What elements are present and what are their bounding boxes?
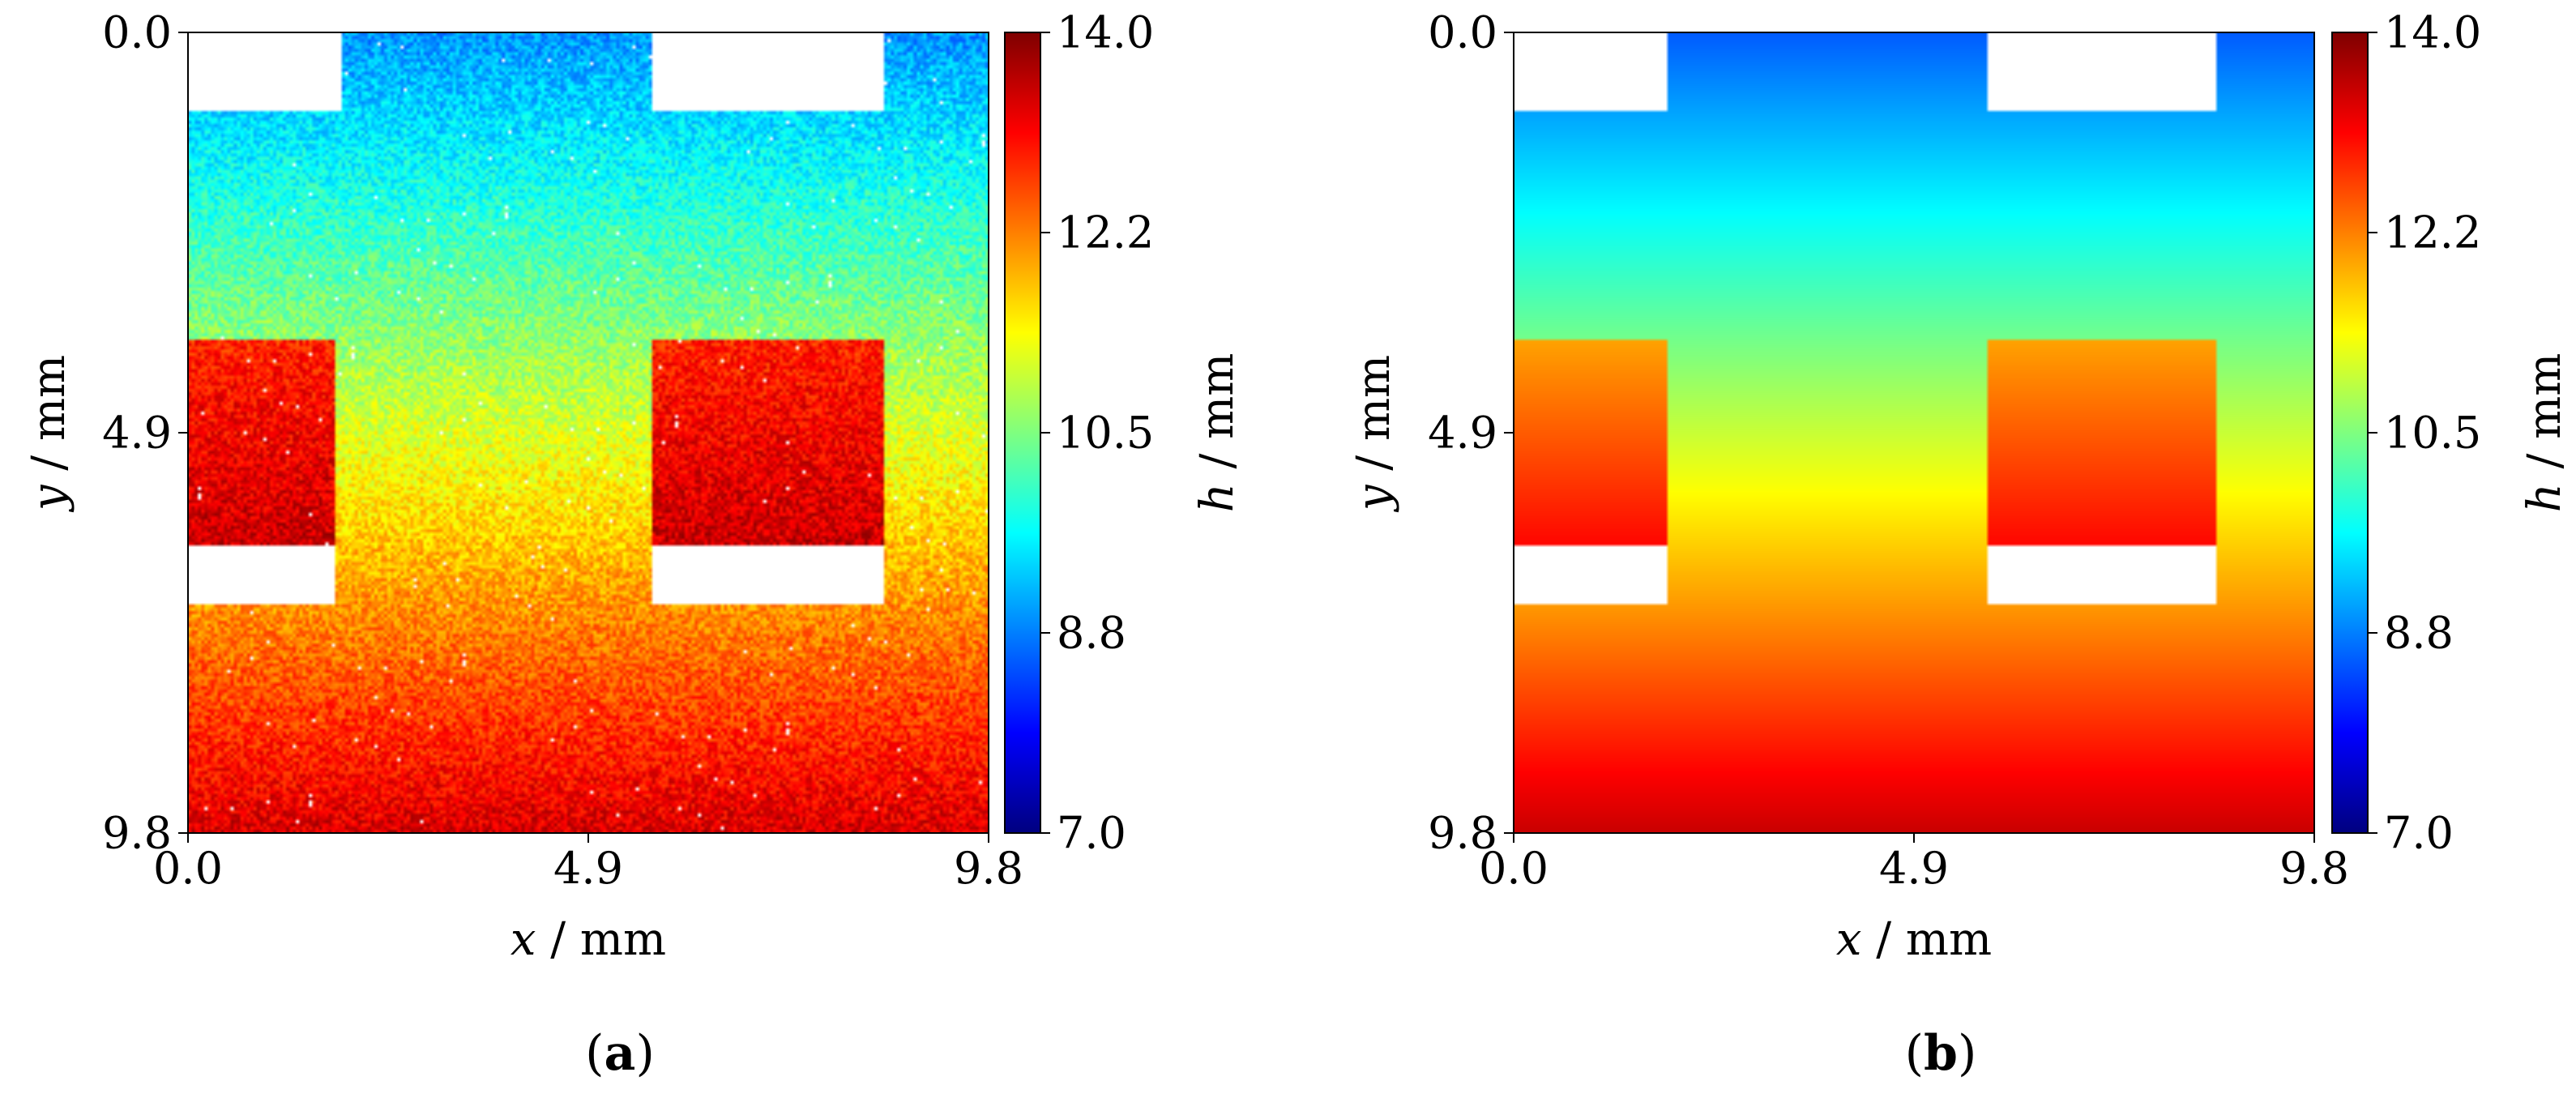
- y-tick-label: 9.8: [102, 808, 172, 859]
- panel-caption-b: (b): [1905, 1025, 1977, 1082]
- y-tick-label: 4.9: [1428, 408, 1497, 459]
- colorbar-label: h / mm: [2518, 353, 2571, 513]
- x-axis-label: x / mm: [1836, 913, 1992, 966]
- x-tick-label: 9.8: [2279, 843, 2349, 894]
- x-tick-label: 0.0: [1479, 843, 1549, 894]
- heatmap-image-a: [188, 32, 989, 833]
- x-tick-label: 9.8: [954, 843, 1023, 894]
- heatmap-image-b: [1514, 32, 2314, 833]
- x-tick-label: 4.9: [553, 843, 623, 894]
- colorbar-tick-label: 8.8: [2384, 608, 2454, 659]
- colorbar-tick-label: 10.5: [2384, 408, 2481, 459]
- y-tick-label: 0.0: [1428, 7, 1497, 58]
- panel-caption-a: (a): [585, 1025, 655, 1082]
- colorbar-tick-label: 12.2: [1057, 207, 1154, 258]
- colorbar-tick-label: 10.5: [1057, 408, 1154, 459]
- x-axis-label: x / mm: [511, 913, 666, 966]
- y-tick-label: 0.0: [102, 7, 172, 58]
- colorbar-tick-label: 12.2: [2384, 207, 2481, 258]
- colorbar-a: [1004, 32, 1041, 834]
- colorbar-label: h / mm: [1191, 353, 1244, 513]
- colorbar-b: [2331, 32, 2369, 834]
- y-axis-label: y / mm: [1348, 355, 1400, 513]
- colorbar-tick-label: 8.8: [1057, 608, 1126, 659]
- colorbar-tick-label: 7.0: [2384, 808, 2454, 859]
- y-tick-label: 4.9: [102, 408, 172, 459]
- x-tick-label: 4.9: [1879, 843, 1949, 894]
- colorbar-tick-label: 7.0: [1057, 808, 1126, 859]
- colorbar-tick-label: 14.0: [2384, 7, 2481, 58]
- y-tick-label: 9.8: [1428, 808, 1497, 859]
- colorbar-tick-label: 14.0: [1057, 7, 1154, 58]
- y-axis-label: y / mm: [23, 355, 75, 513]
- x-tick-label: 0.0: [153, 843, 223, 894]
